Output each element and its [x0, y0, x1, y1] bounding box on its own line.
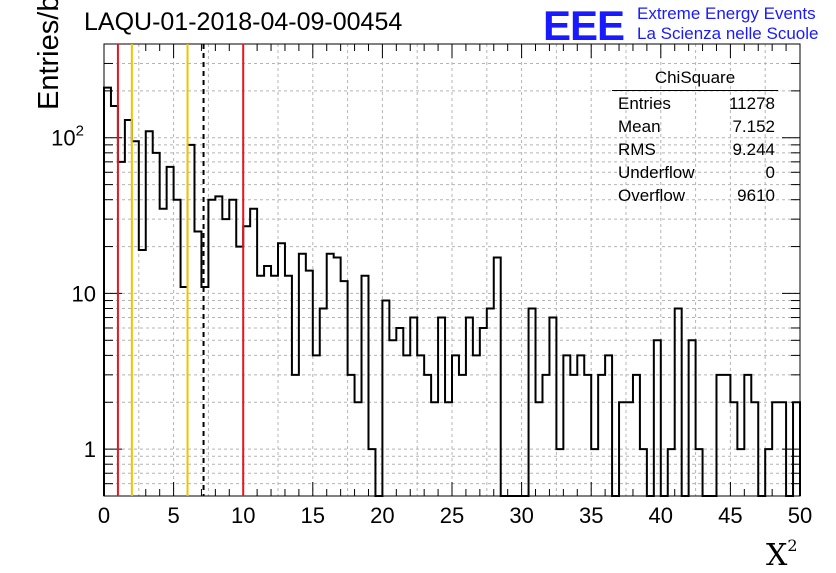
stats-value: 7.152	[732, 117, 775, 136]
stats-key: Underflow	[618, 163, 695, 182]
stats-row-mean: Mean 7.152	[618, 115, 775, 138]
stats-value: 9.244	[732, 140, 775, 159]
x-tick-label: 15	[301, 503, 325, 528]
y-tick-label: 10	[72, 281, 96, 306]
page-title: LAQU-01-2018-04-09-00454	[84, 8, 403, 36]
stats-title: ChiSquare	[612, 66, 778, 91]
stats-key: RMS	[618, 140, 656, 159]
stats-key: Mean	[618, 117, 661, 136]
x-tick-label: 30	[509, 503, 533, 528]
eee-logo: EEE	[543, 2, 625, 49]
x-tick-label: 25	[440, 503, 464, 528]
x-tick-label: 10	[231, 503, 255, 528]
stats-value: 0	[765, 163, 775, 182]
stats-row-entries: Entries 11278	[618, 92, 775, 115]
x-tick-label: 35	[579, 503, 603, 528]
eee-logo-line2: La Scienza nelle Scuole	[637, 24, 819, 43]
histogram-series	[103, 86, 801, 497]
x-tick-label: 50	[788, 503, 812, 528]
x-axis-label: X2	[766, 536, 798, 573]
y-tick-label: 102	[51, 123, 84, 151]
stats-value: 11278	[728, 94, 775, 113]
y-tick-label: 1	[84, 437, 96, 462]
x-tick-label: 45	[718, 503, 742, 528]
y-axis-label: Entries/bin	[33, 0, 65, 110]
stats-value: 9610	[737, 186, 775, 205]
x-tick-label: 5	[167, 503, 179, 528]
eee-logo-line1: Extreme Energy Events	[637, 4, 816, 23]
x-tick-label: 0	[98, 503, 110, 528]
stats-key: Entries	[618, 94, 671, 113]
stats-row-underflow: Underflow 0	[618, 161, 775, 184]
stats-row-rms: RMS 9.244	[618, 138, 775, 161]
x-tick-label: 40	[649, 503, 673, 528]
x-tick-label: 20	[370, 503, 394, 528]
stats-row-overflow: Overflow 9610	[618, 184, 775, 207]
x-axis-label-text: X	[766, 538, 788, 573]
stats-box: ChiSquare Entries 11278 Mean 7.152 RMS 9…	[612, 66, 778, 206]
x-axis-label-superscript: 2	[787, 536, 798, 555]
stats-key: Overflow	[618, 186, 686, 205]
